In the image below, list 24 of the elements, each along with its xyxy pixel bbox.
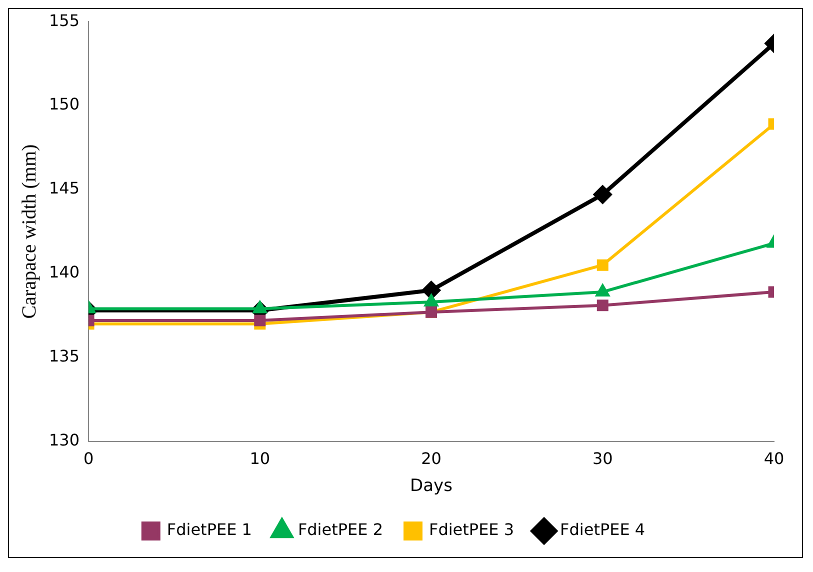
y-tick-label: 150: [48, 94, 80, 114]
point: [254, 314, 266, 326]
point: [596, 300, 608, 312]
y-axis-title: Carapace width (mm): [18, 144, 40, 319]
y-tick-label: 140: [48, 262, 80, 282]
point: [253, 301, 267, 314]
legend-label: FdietPEE 4: [560, 520, 646, 540]
y-tick-label: 130: [48, 430, 80, 450]
x-tick-label: 30: [592, 449, 613, 468]
y-tick-label: 135: [48, 346, 80, 366]
legend-label: FdietPEE 2: [298, 520, 384, 540]
point: [596, 284, 610, 296]
legend-label: FdietPEE 1: [166, 520, 252, 540]
x-axis-title: Days: [410, 476, 453, 496]
y-tick-label: 155: [48, 10, 80, 30]
x-tick-label: 10: [250, 449, 270, 468]
point: [424, 294, 438, 307]
x-tick-label: 40: [764, 449, 784, 468]
point: [422, 281, 440, 300]
x-tick-label: 20: [421, 449, 442, 468]
y-tick-label: 145: [48, 178, 80, 198]
point: [594, 186, 612, 204]
x-tick-label: 0: [83, 449, 94, 468]
legend-label: FdietPEE 3: [429, 520, 514, 540]
